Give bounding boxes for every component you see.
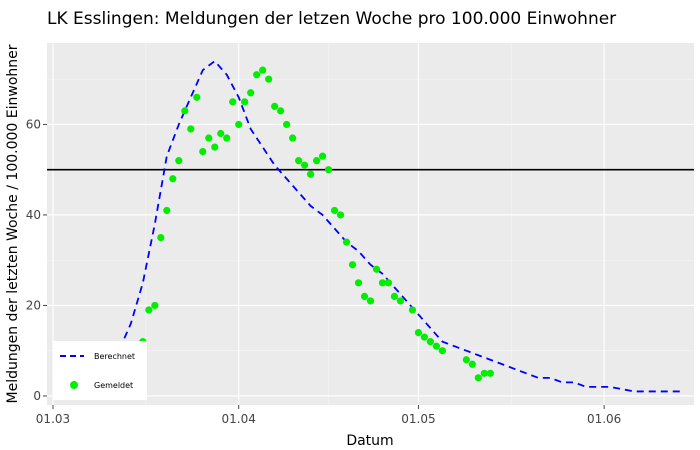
data-point-gemeldet <box>312 157 321 165</box>
data-point-gemeldet <box>271 102 279 110</box>
data-point-gemeldet <box>247 89 255 97</box>
data-point-gemeldet <box>301 161 309 169</box>
data-point-gemeldet <box>486 369 494 377</box>
series-points <box>139 66 494 382</box>
data-point-gemeldet <box>295 157 303 165</box>
data-point-gemeldet <box>223 134 231 142</box>
data-point-gemeldet <box>414 329 423 337</box>
data-point-gemeldet <box>151 301 159 310</box>
y-tick-label: 60 <box>26 117 41 131</box>
data-point-gemeldet <box>205 134 213 142</box>
data-point-gemeldet <box>462 356 470 364</box>
series-line-berechnet <box>82 59 683 397</box>
y-tick-label: 20 <box>26 298 41 312</box>
data-point-gemeldet <box>235 120 243 129</box>
data-point-gemeldet <box>396 297 405 305</box>
data-point-gemeldet <box>193 93 201 101</box>
legend: Berechnet Gemeldet <box>53 341 147 400</box>
x-axis-ticks: 01.03 01.04 01.05 01.06 <box>36 405 621 426</box>
data-point-gemeldet <box>330 206 339 215</box>
data-point-gemeldet <box>306 170 315 178</box>
data-point-gemeldet <box>157 233 165 242</box>
data-point-gemeldet <box>384 279 393 287</box>
legend-box <box>53 341 147 400</box>
x-tick-label: 01.05 <box>401 412 435 426</box>
legend-gemeldet-key <box>70 381 78 389</box>
data-point-gemeldet <box>187 125 195 133</box>
grid-major <box>47 43 694 405</box>
data-point-gemeldet <box>277 107 285 115</box>
data-point-gemeldet <box>480 369 488 377</box>
data-point-gemeldet <box>289 134 297 142</box>
y-tick-label: 0 <box>33 389 41 403</box>
series-lines <box>82 59 683 397</box>
data-point-gemeldet <box>259 66 267 74</box>
data-point-gemeldet <box>408 306 417 314</box>
data-point-gemeldet <box>354 279 363 287</box>
data-point-gemeldet <box>474 374 482 382</box>
data-point-gemeldet <box>169 175 177 183</box>
data-point-gemeldet <box>360 292 369 300</box>
data-point-gemeldet <box>348 261 357 269</box>
data-point-gemeldet <box>432 342 440 350</box>
data-point-gemeldet <box>378 279 387 287</box>
data-point-gemeldet <box>390 292 399 300</box>
data-point-gemeldet <box>336 211 345 219</box>
data-point-gemeldet <box>283 120 291 129</box>
data-point-gemeldet <box>229 98 237 106</box>
data-point-gemeldet <box>372 265 381 273</box>
data-point-gemeldet <box>211 143 219 151</box>
data-point-gemeldet <box>438 347 446 355</box>
data-point-gemeldet <box>366 297 375 305</box>
plot-panel <box>47 43 694 405</box>
x-tick-label: 01.06 <box>587 412 621 426</box>
data-point-gemeldet <box>199 148 207 156</box>
data-point-gemeldet <box>241 98 249 106</box>
data-point-gemeldet <box>324 166 333 174</box>
data-point-gemeldet <box>181 107 189 115</box>
data-point-gemeldet <box>420 333 429 341</box>
data-point-gemeldet <box>253 71 261 79</box>
chart-title: LK Esslingen: Meldungen der letzen Woche… <box>47 9 616 29</box>
data-point-gemeldet <box>318 152 327 160</box>
y-tick-label: 40 <box>26 208 41 222</box>
data-point-gemeldet <box>217 129 225 138</box>
data-point-gemeldet <box>175 157 183 165</box>
legend-label-gemeldet: Gemeldet <box>94 381 133 390</box>
data-point-gemeldet <box>163 206 171 215</box>
x-tick-label: 01.04 <box>222 412 256 426</box>
x-tick-label: 01.03 <box>36 412 70 426</box>
legend-label-berechnet: Berechnet <box>94 352 135 361</box>
y-axis-ticks: 0 20 40 60 <box>26 117 47 403</box>
data-point-gemeldet <box>468 360 476 368</box>
data-point-gemeldet <box>342 238 351 246</box>
x-axis-title: Datum <box>346 433 393 449</box>
data-point-gemeldet <box>145 306 153 314</box>
y-axis-title: Meldungen der letzten Woche / 100.000 Ei… <box>5 44 21 403</box>
data-point-gemeldet <box>265 75 273 83</box>
data-point-gemeldet <box>426 338 435 346</box>
